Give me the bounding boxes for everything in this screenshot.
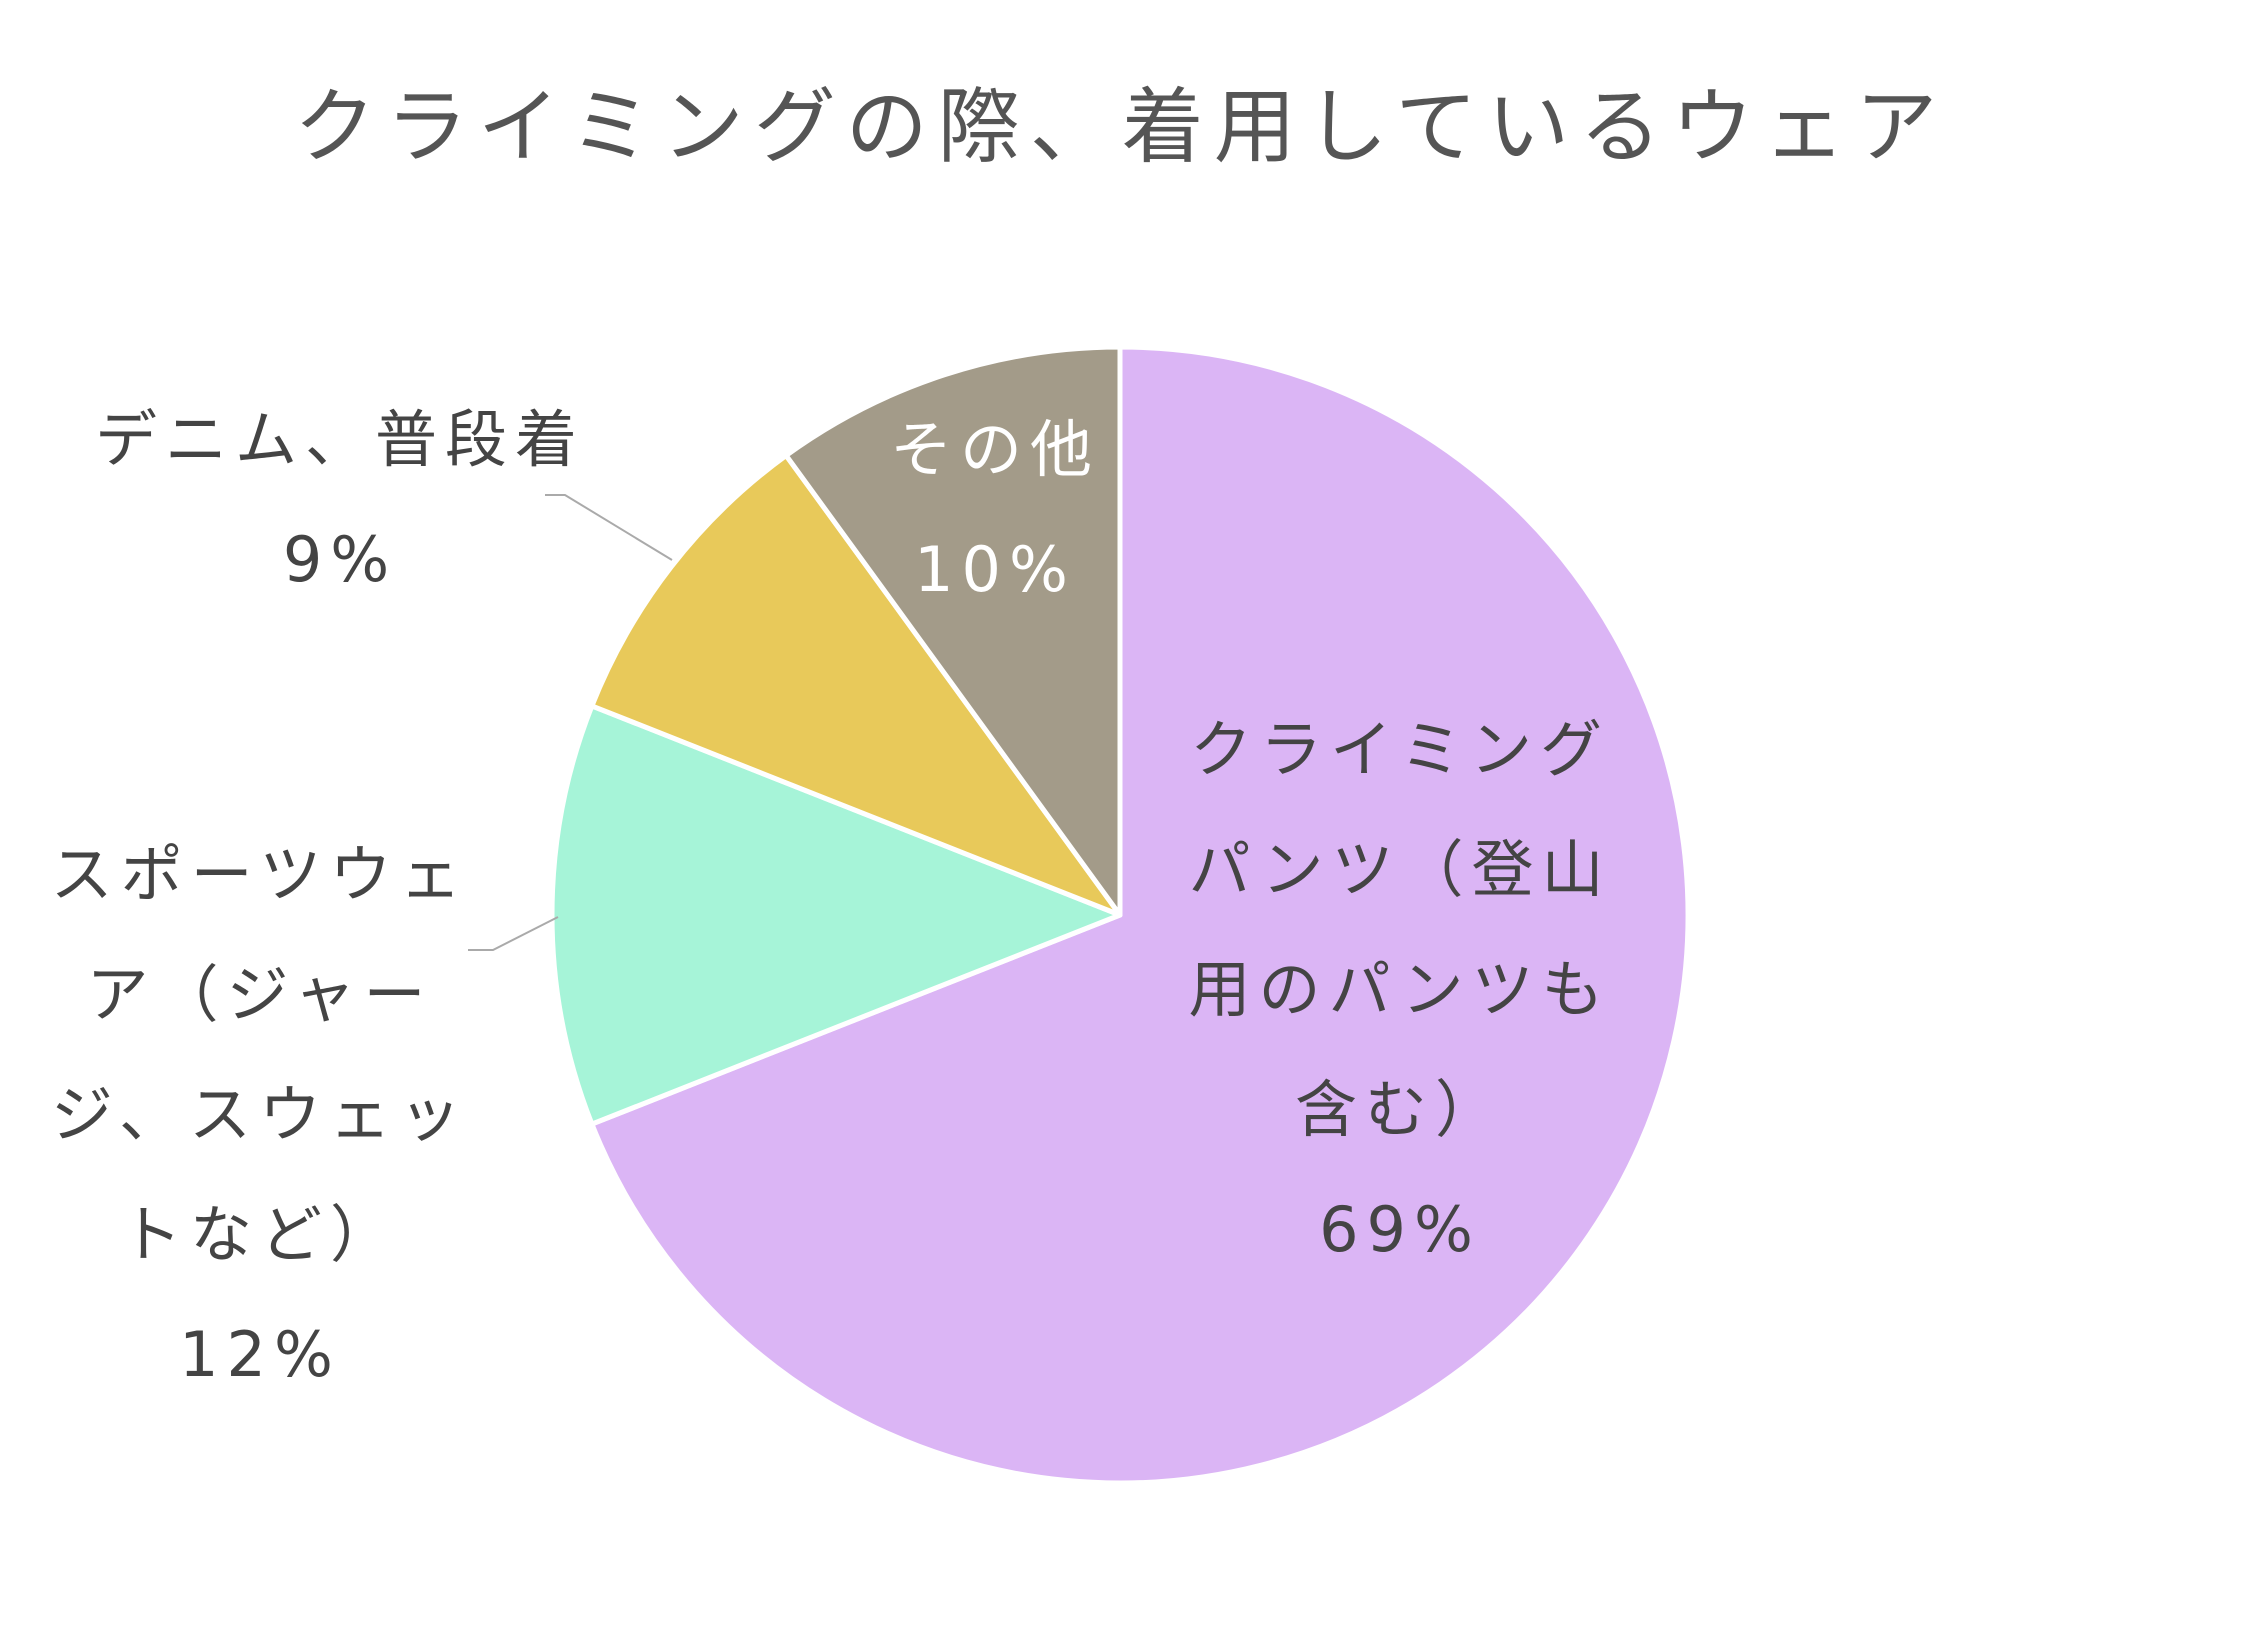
leader-line-sportswear	[468, 916, 559, 951]
slice-label-line: デニム、普段着	[94, 403, 585, 476]
slice-value-label: 10%	[914, 533, 1076, 606]
slice-label-line: スポーツウェ	[50, 838, 470, 911]
slice-label-climbing-pants: クライミング パンツ（登山 用のパンツも 含む） 69%	[1125, 690, 1675, 1290]
slice-label-line: パンツ（登山	[1188, 833, 1612, 906]
pie-slice-other	[783, 344, 1123, 918]
slice-value-label: 9%	[282, 523, 398, 596]
slice-label-line: その他	[889, 413, 1100, 486]
slice-label-line: トなど）	[119, 1198, 400, 1271]
slice-value-label: 12%	[179, 1318, 341, 1391]
slice-label-line: ア（ジャー	[86, 958, 434, 1031]
leader-line-denim	[545, 494, 673, 561]
pie-slice-denim	[589, 452, 1123, 918]
slice-label-sportswear: スポーツウェ ア（ジャー ジ、スウェッ トなど） 12%	[20, 815, 500, 1415]
pie-slice-sportswear	[549, 703, 1123, 1127]
slice-label-line: 含む）	[1294, 1073, 1505, 1146]
slice-label-line: ジ、スウェッ	[50, 1078, 470, 1151]
slice-label-line: 用のパンツも	[1188, 953, 1612, 1026]
chart-title: クライミングの際、着用しているウェア	[293, 80, 1948, 175]
slice-value-label: 69%	[1319, 1193, 1481, 1266]
slice-label-denim: デニム、普段着 9%	[70, 380, 610, 620]
slice-label-other: その他 10%	[845, 390, 1145, 630]
pie-slice-climbing-pants	[589, 344, 1691, 1486]
slice-label-line: クライミング	[1189, 713, 1610, 786]
